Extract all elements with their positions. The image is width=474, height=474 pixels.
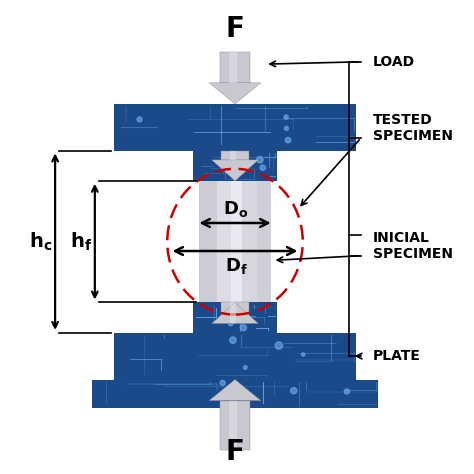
Text: $\mathbf{D_o}$: $\mathbf{D_o}$ (223, 199, 248, 219)
Bar (229, 401, 237, 449)
Circle shape (284, 127, 289, 130)
Text: $\mathbf{D_f}$: $\mathbf{D_f}$ (225, 255, 247, 276)
Polygon shape (91, 380, 378, 408)
Circle shape (344, 389, 349, 394)
Circle shape (240, 325, 246, 331)
Circle shape (137, 117, 142, 122)
Polygon shape (212, 160, 258, 181)
Bar (114, 333, 356, 380)
Bar (221, 151, 249, 160)
Circle shape (285, 137, 291, 143)
Text: F: F (226, 438, 245, 466)
Text: $\mathbf{h_c}$: $\mathbf{h_c}$ (29, 230, 53, 253)
Text: F: F (226, 15, 245, 43)
Bar (199, 181, 271, 302)
Circle shape (260, 165, 265, 170)
Bar (193, 151, 277, 181)
Polygon shape (212, 302, 258, 323)
Bar (220, 53, 250, 83)
Bar (221, 302, 249, 323)
Text: LOAD: LOAD (373, 55, 415, 69)
Circle shape (229, 337, 236, 343)
Bar (231, 181, 242, 302)
Circle shape (228, 321, 233, 326)
Circle shape (301, 353, 305, 356)
Circle shape (230, 318, 236, 323)
Circle shape (284, 115, 288, 119)
Bar (220, 401, 250, 449)
Circle shape (244, 365, 247, 369)
Text: $\mathbf{h_f}$: $\mathbf{h_f}$ (70, 230, 92, 253)
Polygon shape (209, 83, 261, 104)
Bar (217, 181, 231, 302)
Bar (199, 181, 217, 302)
Bar (242, 181, 257, 302)
Circle shape (234, 169, 241, 176)
Bar (193, 302, 277, 333)
Bar (229, 151, 237, 160)
Bar (114, 104, 356, 151)
Circle shape (291, 388, 297, 394)
Circle shape (239, 167, 243, 172)
Circle shape (226, 304, 233, 311)
Bar (91, 380, 378, 408)
Circle shape (275, 342, 283, 349)
Bar (257, 181, 271, 302)
Circle shape (230, 401, 234, 406)
Text: INICIAL
SPECIMEN: INICIAL SPECIMEN (373, 231, 453, 262)
Polygon shape (209, 380, 261, 401)
Bar (229, 302, 237, 323)
Text: TESTED
SPECIMEN: TESTED SPECIMEN (373, 113, 453, 144)
Circle shape (256, 156, 263, 163)
Bar (229, 53, 237, 83)
Text: PLATE: PLATE (373, 349, 421, 363)
Circle shape (220, 380, 225, 385)
